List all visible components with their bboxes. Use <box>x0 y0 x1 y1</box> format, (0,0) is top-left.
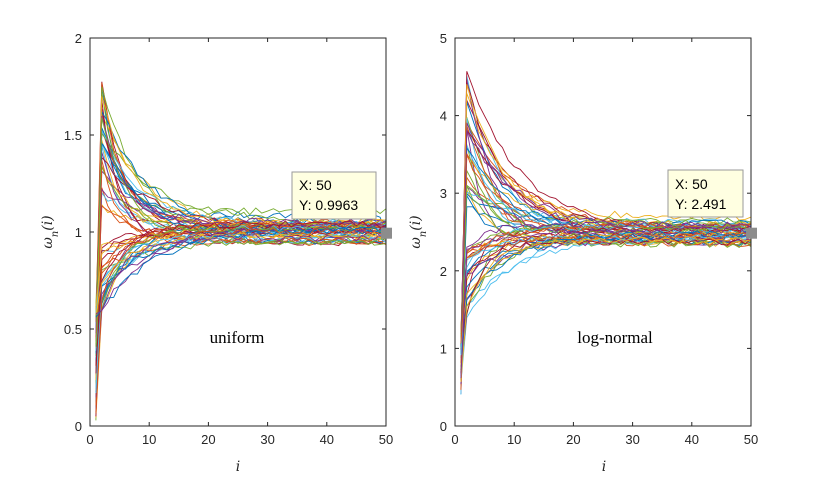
left-datatip[interactable]: X: 50 Y: 0.9963 <box>291 171 392 239</box>
right-x-tick-label: 40 <box>685 432 699 447</box>
right-series-line <box>460 230 752 379</box>
left-x-tick-label: 50 <box>379 432 393 447</box>
right-series-lines <box>460 71 752 395</box>
right-series-line <box>460 146 752 370</box>
right-datatip-marker[interactable] <box>746 227 757 239</box>
right-annotation: log-normal <box>577 328 653 347</box>
right-y-tick-label: 3 <box>440 186 447 201</box>
right-series-line <box>460 226 752 378</box>
right-panel: 0 10 20 30 40 50 0 1 2 3 4 5 log-normal i ωn(i) X: … <box>408 31 758 475</box>
left-annotation: uniform <box>210 328 265 347</box>
left-y-tick-label: 1 <box>75 225 82 240</box>
left-series-line <box>95 96 387 396</box>
left-x-tick-label: 30 <box>260 432 274 447</box>
left-x-tick-label: 0 <box>86 432 93 447</box>
right-datatip-box <box>667 169 744 218</box>
right-ticks: 0 10 20 30 40 50 0 1 2 3 4 5 <box>440 31 758 447</box>
right-y-tick-label: 1 <box>440 341 447 356</box>
right-x-tick-label: 20 <box>566 432 580 447</box>
right-series-line <box>460 236 752 382</box>
right-series-line <box>460 232 752 344</box>
right-datatip[interactable]: X: 50 Y: 2.491 <box>667 169 757 239</box>
left-datatip-x: X: 50 <box>299 177 332 193</box>
left-y-tick-label: 0 <box>75 419 82 434</box>
svg-text:ωn(i): ωn(i) <box>408 215 429 248</box>
left-x-tick-label: 40 <box>320 432 334 447</box>
left-series-line <box>95 231 387 315</box>
left-series-line <box>95 108 387 393</box>
left-series-line <box>95 234 387 315</box>
right-x-tick-label: 50 <box>744 432 758 447</box>
right-datatip-y: Y: 2.491 <box>675 196 727 212</box>
left-panel: 0 10 20 30 40 50 0 0.5 1 1.5 2 uniform i ωn(i) X: … <box>40 31 393 475</box>
right-x-tick-label: 30 <box>625 432 639 447</box>
left-series-line <box>95 226 387 318</box>
left-y-tick-label: 2 <box>75 31 82 46</box>
left-series-line <box>95 232 387 394</box>
right-series-line <box>460 221 752 384</box>
right-y-tick-label: 4 <box>440 109 447 124</box>
right-series-line <box>460 219 752 335</box>
left-series-line <box>95 141 387 393</box>
right-x-tick-label: 10 <box>507 432 521 447</box>
left-y-tick-label: 0.5 <box>64 322 82 337</box>
right-y-tick-label: 2 <box>440 264 447 279</box>
right-series-line <box>460 235 752 354</box>
right-series-line <box>460 225 752 373</box>
left-series-line <box>95 227 387 414</box>
right-series-line <box>460 152 752 337</box>
left-datatip-box <box>291 171 377 220</box>
left-ticks: 0 10 20 30 40 50 0 0.5 1 1.5 2 <box>64 31 393 447</box>
left-datatip-y: Y: 0.9963 <box>299 197 358 213</box>
left-series-lines <box>95 81 387 421</box>
left-x-label: i <box>236 459 240 475</box>
left-series-line <box>95 230 387 374</box>
left-datatip-marker[interactable] <box>381 227 392 239</box>
left-x-tick-label: 20 <box>201 432 215 447</box>
left-series-line <box>95 221 387 351</box>
right-x-tick-label: 0 <box>451 432 458 447</box>
right-y-tick-label: 0 <box>440 419 447 434</box>
left-y-label: ωn(i) <box>40 215 61 248</box>
right-x-label: i <box>602 459 606 475</box>
left-x-tick-label: 10 <box>142 432 156 447</box>
right-series-line <box>460 231 752 341</box>
right-y-tick-label: 5 <box>440 31 447 46</box>
left-y-tick-label: 1.5 <box>64 128 82 143</box>
right-y-label: ωn(i) <box>408 215 429 248</box>
svg-text:ωn(i): ωn(i) <box>40 215 61 248</box>
right-datatip-x: X: 50 <box>675 176 708 192</box>
left-series-line <box>95 220 387 365</box>
left-series-line <box>95 222 387 398</box>
left-series-line <box>95 225 387 347</box>
